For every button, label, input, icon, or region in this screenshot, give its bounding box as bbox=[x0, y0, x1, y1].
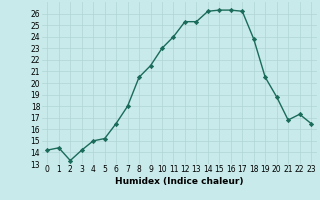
X-axis label: Humidex (Indice chaleur): Humidex (Indice chaleur) bbox=[115, 177, 244, 186]
